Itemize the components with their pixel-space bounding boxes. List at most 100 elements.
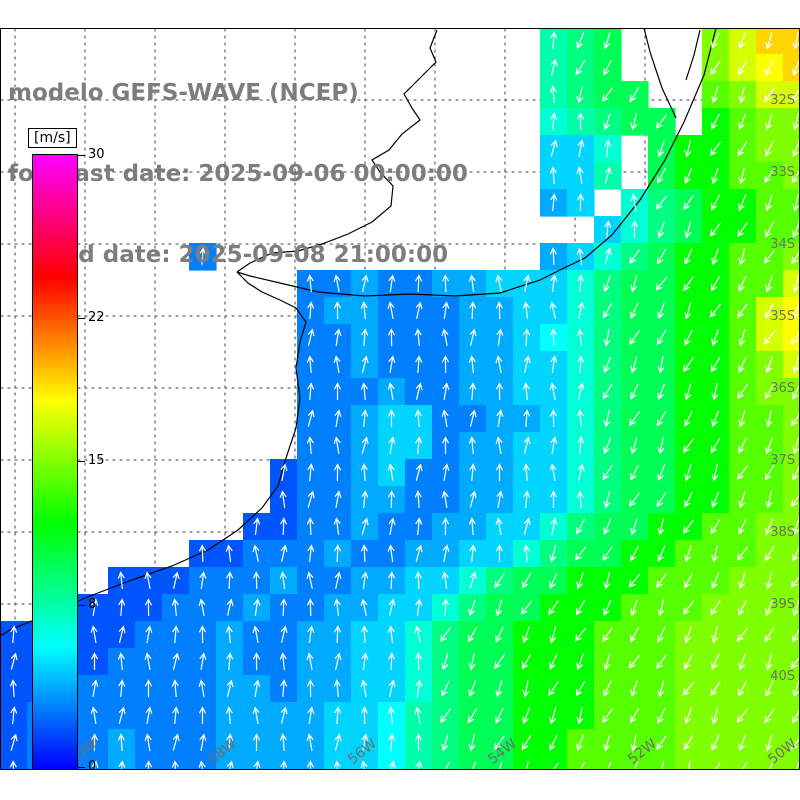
direction-arrow <box>710 519 721 535</box>
direction-arrow <box>91 733 98 752</box>
speed-cell <box>783 405 799 433</box>
direction-arrow <box>522 382 530 401</box>
direction-arrow <box>280 598 288 617</box>
direction-arrow <box>145 679 152 698</box>
colorbar-tick-mark <box>77 318 85 319</box>
direction-arrow <box>576 86 584 104</box>
direction-arrow <box>494 654 505 670</box>
direction-arrow <box>280 517 287 536</box>
direction-arrow <box>442 382 450 400</box>
direction-arrow <box>684 302 692 320</box>
direction-arrow <box>710 681 721 697</box>
direction-arrow <box>334 652 342 670</box>
direction-arrow <box>117 733 125 752</box>
direction-arrow <box>144 652 152 670</box>
direction-arrow <box>387 706 395 725</box>
direction-arrow <box>307 679 314 698</box>
direction-arrow <box>307 598 314 617</box>
direction-arrow <box>415 733 422 752</box>
direction-arrow <box>145 760 152 769</box>
direction-arrow <box>388 571 395 590</box>
direction-arrow <box>468 599 476 617</box>
latitude-label: 32S <box>770 93 795 108</box>
direction-arrow <box>550 58 558 76</box>
direction-arrow <box>440 627 451 643</box>
direction-arrow <box>253 679 261 697</box>
direction-arrow <box>655 195 667 210</box>
colorbar-unit-label: [m/s] <box>28 128 77 148</box>
direction-arrow <box>577 139 585 157</box>
speed-cell <box>729 29 757 55</box>
direction-arrow <box>495 517 503 535</box>
direction-arrow <box>737 60 748 76</box>
direction-arrow <box>630 464 639 481</box>
speed-cell <box>783 378 799 406</box>
direction-arrow <box>738 167 746 185</box>
direction-arrow <box>792 465 799 481</box>
direction-arrow <box>253 571 260 590</box>
direction-arrow <box>495 707 504 724</box>
direction-arrow <box>441 653 449 671</box>
direction-arrow <box>496 409 504 427</box>
speed-cell <box>432 756 460 769</box>
direction-arrow <box>415 544 423 562</box>
direction-arrow <box>388 517 396 535</box>
direction-arrow <box>628 492 640 507</box>
direction-arrow <box>711 572 720 590</box>
direction-arrow <box>306 355 314 374</box>
colorbar-tick-mark <box>77 605 85 606</box>
speed-cell <box>783 648 799 676</box>
direction-arrow <box>118 625 126 643</box>
direction-arrow <box>307 544 315 562</box>
direction-arrow <box>657 221 665 239</box>
direction-arrow <box>683 438 694 454</box>
direction-arrow <box>360 679 368 697</box>
direction-arrow <box>738 734 746 752</box>
direction-arrow <box>522 707 530 725</box>
direction-arrow <box>361 571 369 589</box>
direction-arrow <box>414 490 422 509</box>
direction-arrow <box>657 437 665 455</box>
direction-arrow <box>199 706 206 725</box>
direction-arrow <box>738 86 746 104</box>
direction-arrow <box>306 652 314 670</box>
direction-arrow <box>764 627 775 643</box>
direction-arrow <box>91 679 99 697</box>
direction-arrow <box>550 112 558 131</box>
direction-arrow <box>603 410 611 428</box>
direction-arrow <box>388 409 395 428</box>
direction-arrow <box>171 679 179 698</box>
direction-arrow <box>711 329 719 347</box>
direction-arrow <box>280 625 288 643</box>
direction-arrow <box>550 409 557 428</box>
direction-arrow <box>361 490 369 509</box>
direction-arrow <box>388 652 396 671</box>
speed-cell <box>783 162 799 190</box>
direction-arrow <box>361 625 368 644</box>
direction-arrow <box>548 681 559 697</box>
direction-arrow <box>630 734 638 752</box>
direction-arrow <box>334 463 341 482</box>
direction-arrow <box>630 680 638 698</box>
direction-arrow <box>737 384 748 400</box>
speed-cell <box>513 756 541 769</box>
speed-cell <box>783 108 799 136</box>
direction-arrow <box>468 680 476 698</box>
direction-arrow <box>657 545 666 563</box>
speed-cell <box>567 29 595 55</box>
direction-arrow <box>657 680 665 698</box>
direction-arrow <box>603 518 612 536</box>
direction-arrow <box>764 546 775 562</box>
direction-arrow <box>711 383 719 401</box>
direction-arrow <box>334 733 342 751</box>
direction-arrow <box>657 383 665 401</box>
direction-arrow <box>603 599 612 616</box>
direction-arrow <box>628 654 641 669</box>
direction-arrow <box>765 518 774 536</box>
direction-arrow <box>765 572 773 590</box>
direction-arrow <box>252 706 260 724</box>
direction-arrow <box>388 328 395 347</box>
direction-arrow <box>575 599 585 616</box>
direction-arrow <box>765 32 773 50</box>
direction-arrow <box>765 599 774 617</box>
